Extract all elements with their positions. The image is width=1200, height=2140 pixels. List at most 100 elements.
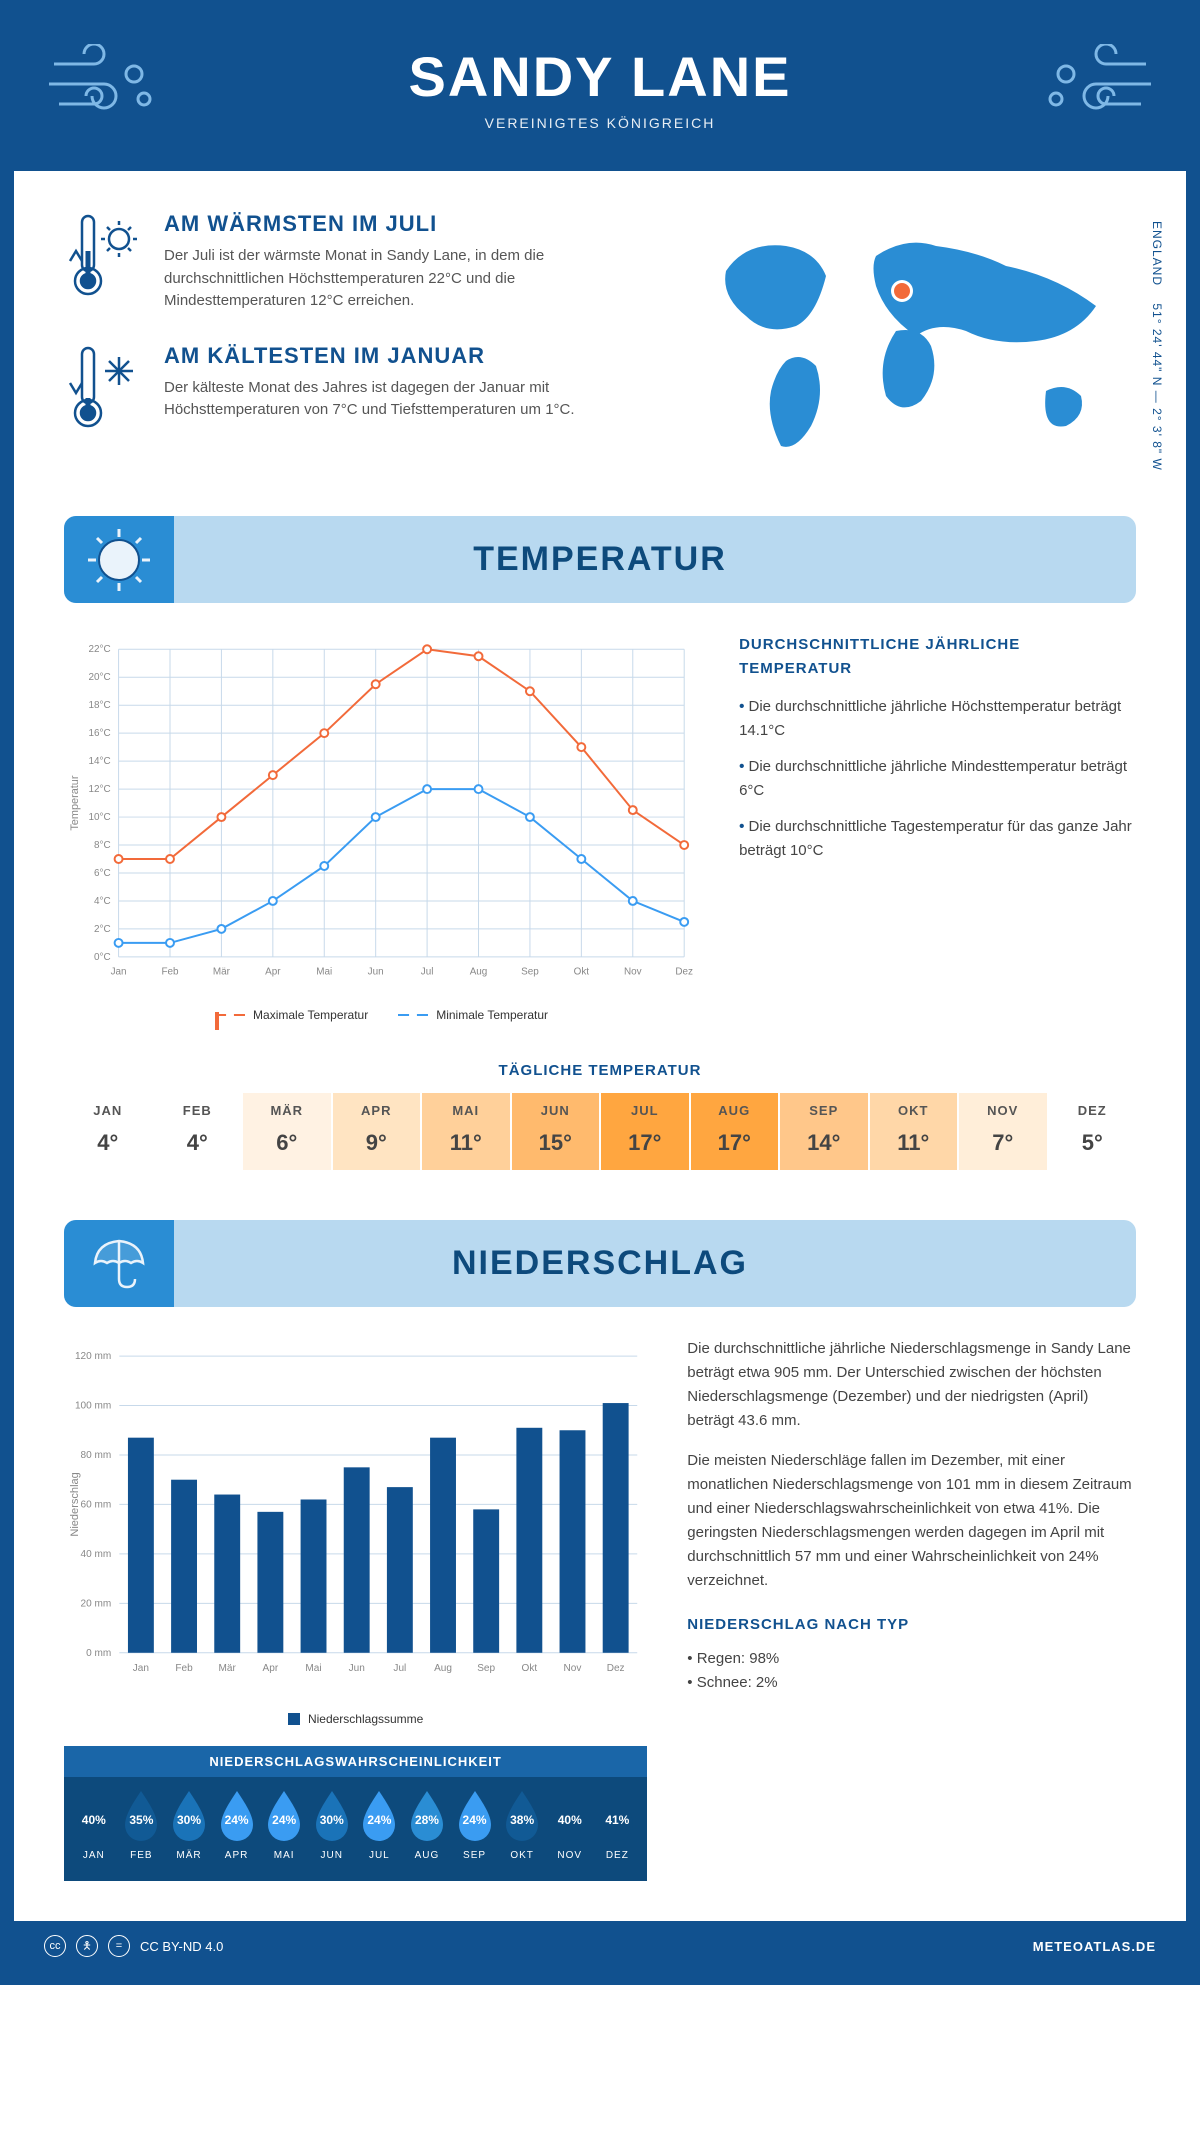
probability-drop: 28%AUG: [405, 1789, 449, 1861]
svg-text:4°C: 4°C: [94, 896, 111, 907]
probability-drop: 24%MAI: [262, 1789, 306, 1861]
svg-text:Nov: Nov: [624, 967, 642, 978]
coords-region: ENGLAND: [1150, 221, 1164, 286]
wind-icon: [44, 44, 164, 124]
svg-text:Mär: Mär: [219, 1663, 237, 1674]
precip-type-item: • Schnee: 2%: [687, 1671, 1136, 1695]
intro-facts: AM WÄRMSTEN IM JULI Der Juli ist der wär…: [64, 211, 656, 476]
temp-cell: JUL17°: [601, 1093, 689, 1170]
svg-text:Dez: Dez: [607, 1663, 625, 1674]
thermometer-hot-icon: [64, 211, 144, 301]
svg-text:Aug: Aug: [470, 967, 488, 978]
precip-type-item: • Regen: 98%: [687, 1647, 1136, 1671]
svg-text:10°C: 10°C: [88, 812, 110, 823]
site-name: METEOATLAS.DE: [1033, 1939, 1156, 1954]
header: SANDY LANE VEREINIGTES KÖNIGREICH: [14, 14, 1186, 171]
temp-cell: OKT11°: [870, 1093, 958, 1170]
svg-text:Temperatur: Temperatur: [69, 775, 81, 831]
footer: cc 🯅 = CC BY-ND 4.0 METEOATLAS.DE: [14, 1921, 1186, 1971]
probability-drop: 30%JUN: [310, 1789, 354, 1861]
svg-text:Aug: Aug: [434, 1663, 452, 1674]
precip-section: 0 mm20 mm40 mm60 mm80 mm100 mm120 mmJanF…: [64, 1337, 1136, 1881]
page-title: SANDY LANE: [34, 44, 1166, 109]
fact-warm-title: AM WÄRMSTEN IM JULI: [164, 211, 656, 237]
temp-side-item: Die durchschnittliche jährliche Mindestt…: [739, 755, 1136, 803]
svg-text:22°C: 22°C: [88, 644, 110, 655]
svg-text:Apr: Apr: [263, 1663, 279, 1674]
svg-text:Dez: Dez: [675, 967, 693, 978]
fact-warmest: AM WÄRMSTEN IM JULI Der Juli ist der wär…: [64, 211, 656, 313]
svg-text:120 mm: 120 mm: [75, 1351, 111, 1362]
temp-cell: JUN15°: [512, 1093, 600, 1170]
precip-type-title: NIEDERSCHLAG NACH TYP: [687, 1613, 1136, 1637]
fact-cold-title: AM KÄLTESTEN IM JANUAR: [164, 343, 656, 369]
svg-text:Jul: Jul: [421, 967, 434, 978]
svg-text:Sep: Sep: [521, 967, 539, 978]
content: AM WÄRMSTEN IM JULI Der Juli ist der wär…: [14, 171, 1186, 1921]
temp-side-item: Die durchschnittliche jährliche Höchstte…: [739, 695, 1136, 743]
temp-cell: APR9°: [333, 1093, 421, 1170]
temp-side-item: Die durchschnittliche Tagestemperatur fü…: [739, 815, 1136, 863]
fact-cold-body: Der kälteste Monat des Jahres ist dagege…: [164, 377, 656, 422]
svg-text:Feb: Feb: [175, 1663, 193, 1674]
svg-text:Niederschlag: Niederschlag: [69, 1472, 81, 1536]
svg-text:Jul: Jul: [393, 1663, 406, 1674]
svg-text:Mai: Mai: [305, 1663, 321, 1674]
svg-text:8°C: 8°C: [94, 840, 111, 851]
svg-text:14°C: 14°C: [88, 756, 110, 767]
umbrella-icon: [64, 1220, 174, 1307]
world-map-panel: ENGLAND 51° 24' 44" N — 2° 3' 8" W: [696, 211, 1136, 476]
probability-drop: 24%JUL: [357, 1789, 401, 1861]
svg-text:Mai: Mai: [316, 967, 332, 978]
world-map-icon: [696, 211, 1136, 471]
svg-text:Okt: Okt: [574, 967, 590, 978]
sun-icon: [64, 516, 174, 603]
temp-legend: Maximale Temperatur Minimale Temperatur: [64, 1008, 699, 1022]
svg-text:Jan: Jan: [133, 1663, 149, 1674]
wind-icon: [1036, 44, 1156, 124]
probability-drop: 38%OKT: [500, 1789, 544, 1861]
svg-text:18°C: 18°C: [88, 700, 110, 711]
temp-chart: 0°C2°C4°C6°C8°C10°C12°C14°C16°C18°C20°C2…: [64, 633, 699, 1022]
fact-coldest: AM KÄLTESTEN IM JANUAR Der kälteste Mona…: [64, 343, 656, 433]
svg-text:20 mm: 20 mm: [81, 1598, 112, 1609]
svg-text:2°C: 2°C: [94, 924, 111, 935]
probability-drop: 30%MÄR: [167, 1789, 211, 1861]
svg-text:20°C: 20°C: [88, 672, 110, 683]
section-header-precip: NIEDERSCHLAG: [64, 1220, 1136, 1307]
probability-drop: 24%APR: [215, 1789, 259, 1861]
prob-title: NIEDERSCHLAGSWAHRSCHEINLICHKEIT: [64, 1746, 647, 1777]
temp-cell: MÄR6°: [243, 1093, 331, 1170]
svg-text:40 mm: 40 mm: [81, 1549, 112, 1560]
temp-cell: MAI11°: [422, 1093, 510, 1170]
temp-cell: AUG17°: [691, 1093, 779, 1170]
svg-text:Sep: Sep: [477, 1663, 495, 1674]
daily-temp-title: TÄGLICHE TEMPERATUR: [64, 1062, 1136, 1079]
probability-drop: 40%JAN: [72, 1789, 116, 1861]
temp-side-title: DURCHSCHNITTLICHE JÄHRLICHE TEMPERATUR: [739, 633, 1136, 681]
probability-drop: 35%FEB: [119, 1789, 163, 1861]
legend-min: Minimale Temperatur: [436, 1008, 548, 1022]
svg-text:80 mm: 80 mm: [81, 1450, 112, 1461]
svg-text:Jun: Jun: [368, 967, 384, 978]
page-subtitle: VEREINIGTES KÖNIGREICH: [34, 115, 1166, 131]
cc-icon: cc: [44, 1935, 66, 1957]
svg-text:Feb: Feb: [161, 967, 179, 978]
by-icon: 🯅: [76, 1935, 98, 1957]
coordinates: ENGLAND 51° 24' 44" N — 2° 3' 8" W: [1150, 221, 1164, 471]
temperature-section: 0°C2°C4°C6°C8°C10°C12°C14°C16°C18°C20°C2…: [64, 633, 1136, 1022]
precip-chart: 0 mm20 mm40 mm60 mm80 mm100 mm120 mmJanF…: [64, 1337, 647, 1697]
svg-text:Jun: Jun: [349, 1663, 365, 1674]
probability-box: NIEDERSCHLAGSWAHRSCHEINLICHKEIT 40%JAN35…: [64, 1746, 647, 1881]
probability-drop: 24%SEP: [453, 1789, 497, 1861]
precip-left: 0 mm20 mm40 mm60 mm80 mm100 mm120 mmJanF…: [64, 1337, 647, 1881]
license-text: CC BY-ND 4.0: [140, 1939, 223, 1954]
temp-cell: SEP14°: [780, 1093, 868, 1170]
svg-text:6°C: 6°C: [94, 868, 111, 879]
precip-legend: Niederschlagssumme: [64, 1712, 647, 1726]
thermometer-cold-icon: [64, 343, 144, 433]
section-temp-title: TEMPERATUR: [473, 540, 727, 578]
temp-cell: FEB4°: [154, 1093, 242, 1170]
temp-cell: DEZ5°: [1049, 1093, 1137, 1170]
svg-text:16°C: 16°C: [88, 728, 110, 739]
